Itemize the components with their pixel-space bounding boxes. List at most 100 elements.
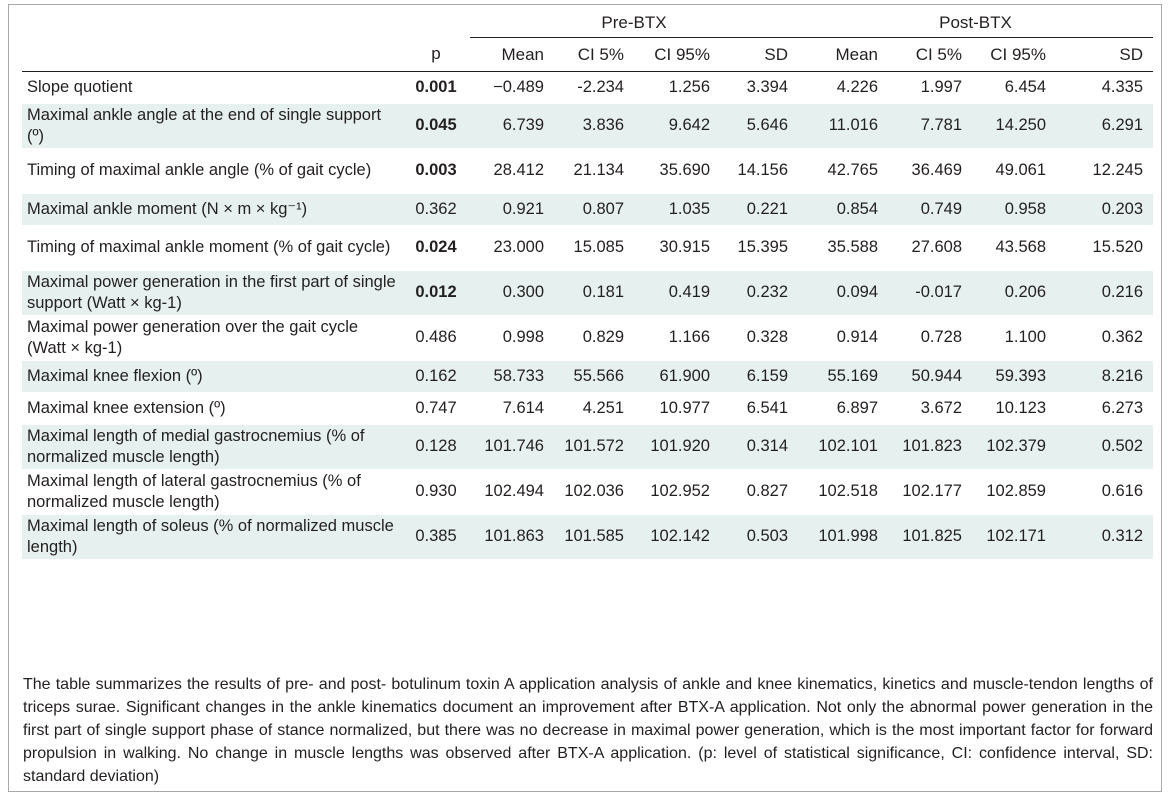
cell-pre-ci5: 102.036 [554,468,634,514]
cell-post-mean: 11.016 [798,102,888,148]
row-p-value: 0.362 [402,192,470,225]
cell-pre-sd: 0.232 [720,269,798,315]
table-row: Maximal knee extension (º) 0.747 7.614 4.25… [22,391,1153,424]
cell-post-mean: 101.998 [798,513,888,559]
row-p-value: 0.003 [402,147,470,193]
row-p-value: 0.162 [402,359,470,392]
cell-post-ci95: 102.379 [972,423,1056,469]
cell-pre-ci5: 15.085 [554,224,634,270]
cell-pre-mean: 0.921 [470,192,554,225]
cell-pre-ci95: 1.035 [634,192,720,225]
cell-post-ci95: 1.100 [972,314,1056,360]
cell-post-ci95: 49.061 [972,147,1056,193]
column-header-p: p [402,37,470,72]
row-label: Maximal ankle moment (N × m × kg⁻¹) [22,192,402,225]
column-header-post-sd: SD [1056,37,1153,72]
cell-pre-sd: 14.156 [720,147,798,193]
group-header-row: Pre-BTX Post-BTX [22,9,1153,38]
table-body: Slope quotient 0.001 −0.489 -2.234 1.256 3.39… [22,70,1153,559]
row-label: Maximal power generation over the gait c… [22,314,402,360]
cell-post-mean: 6.897 [798,391,888,424]
cell-post-sd: 0.616 [1056,468,1153,514]
table-row: Timing of maximal ankle moment (% of gai… [22,224,1153,270]
cell-post-ci5: 1.997 [888,70,972,103]
cell-pre-mean: 58.733 [470,359,554,392]
table-caption: The table summarizes the results of pre-… [23,676,1153,785]
cell-post-ci5: 27.608 [888,224,972,270]
cell-pre-ci5: 21.134 [554,147,634,193]
cell-post-ci95: 14.250 [972,102,1056,148]
cell-pre-sd: 6.541 [720,391,798,424]
cell-post-ci95: 102.859 [972,468,1056,514]
row-p-value: 0.385 [402,513,470,559]
row-p-value: 0.486 [402,314,470,360]
table-frame: Pre-BTX Post-BTX p Mean CI 5% CI 95% SD … [8,4,1162,792]
header-empty [402,9,470,37]
row-p-value: 0.045 [402,102,470,148]
row-label: Maximal knee extension (º) [22,391,402,424]
cell-post-ci5: -0.017 [888,269,972,315]
column-header-pre-ci5: CI 5% [554,37,634,72]
column-header-post-ci95: CI 95% [972,37,1056,72]
cell-post-mean: 55.169 [798,359,888,392]
header-empty [22,9,402,37]
row-label: Maximal length of medial gastrocnemius (… [22,423,402,469]
group-header-pre: Pre-BTX [470,9,798,38]
cell-pre-mean: 23.000 [470,224,554,270]
cell-pre-ci5: 4.251 [554,391,634,424]
cell-post-sd: 0.312 [1056,513,1153,559]
cell-pre-sd: 15.395 [720,224,798,270]
cell-post-sd: 0.216 [1056,269,1153,315]
cell-pre-ci95: 0.419 [634,269,720,315]
cell-post-ci5: 36.469 [888,147,972,193]
table-row: Maximal length of soleus (% of normalize… [22,513,1153,559]
cell-post-mean: 0.094 [798,269,888,315]
cell-post-ci95: 10.123 [972,391,1056,424]
cell-post-ci95: 59.393 [972,359,1056,392]
cell-pre-ci5: 0.829 [554,314,634,360]
cell-pre-ci95: 1.256 [634,70,720,103]
cell-pre-ci95: 1.166 [634,314,720,360]
cell-post-ci5: 3.672 [888,391,972,424]
column-header-row: p Mean CI 5% CI 95% SD Mean CI 5% CI 95%… [22,37,1153,72]
row-label: Maximal length of soleus (% of normalize… [22,513,402,559]
cell-post-sd: 15.520 [1056,224,1153,270]
header-empty [22,37,402,72]
column-header-pre-ci95: CI 95% [634,37,720,72]
cell-post-ci5: 102.177 [888,468,972,514]
cell-post-sd: 12.245 [1056,147,1153,193]
cell-post-sd: 8.216 [1056,359,1153,392]
cell-pre-ci5: 0.807 [554,192,634,225]
cell-post-ci95: 0.206 [972,269,1056,315]
row-label: Maximal length of lateral gastrocnemius … [22,468,402,514]
cell-pre-sd: 6.159 [720,359,798,392]
cell-post-sd: 6.291 [1056,102,1153,148]
row-p-value: 0.930 [402,468,470,514]
table-row: Maximal length of lateral gastrocnemius … [22,468,1153,514]
cell-post-mean: 102.518 [798,468,888,514]
cell-pre-mean: 101.863 [470,513,554,559]
table-row: Maximal knee flexion (º) 0.162 58.733 55.56… [22,359,1153,392]
row-p-value: 0.747 [402,391,470,424]
cell-pre-ci5: 101.585 [554,513,634,559]
table-row: Maximal power generation over the gait c… [22,314,1153,360]
cell-pre-ci95: 101.920 [634,423,720,469]
cell-post-sd: 4.335 [1056,70,1153,103]
cell-pre-mean: 102.494 [470,468,554,514]
row-p-value: 0.012 [402,269,470,315]
row-label: Maximal knee flexion (º) [22,359,402,392]
cell-pre-ci95: 102.142 [634,513,720,559]
column-header-post-mean: Mean [798,37,888,72]
cell-post-ci5: 0.749 [888,192,972,225]
cell-pre-ci95: 102.952 [634,468,720,514]
row-p-value: 0.024 [402,224,470,270]
cell-pre-mean: 7.614 [470,391,554,424]
cell-post-ci5: 0.728 [888,314,972,360]
cell-post-ci5: 101.825 [888,513,972,559]
cell-pre-ci95: 35.690 [634,147,720,193]
group-header-post: Post-BTX [798,9,1153,38]
row-label: Maximal ankle angle at the end of single… [22,102,402,148]
cell-pre-sd: 0.221 [720,192,798,225]
cell-pre-mean: 0.998 [470,314,554,360]
cell-pre-mean: 6.739 [470,102,554,148]
